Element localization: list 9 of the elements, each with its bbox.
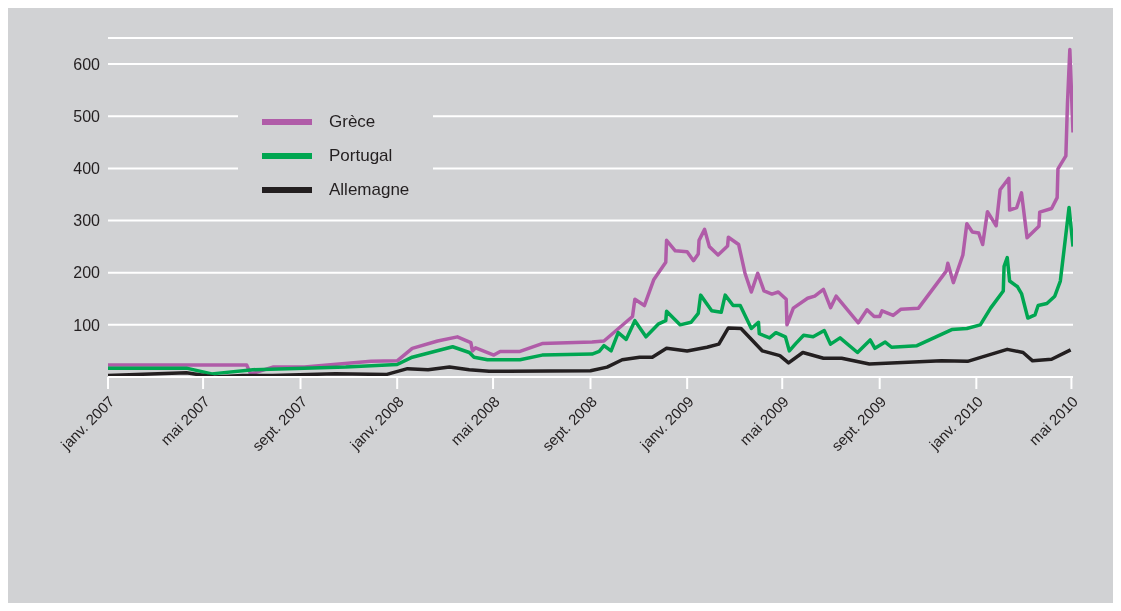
y-tick-label: 100 xyxy=(73,316,101,334)
y-tick-label: 200 xyxy=(73,264,101,282)
legend-label: Portugal xyxy=(329,146,393,166)
y-tick-label: 600 xyxy=(73,55,101,73)
y-tick-label: 400 xyxy=(73,160,101,178)
legend-label: Allemagne xyxy=(329,180,410,200)
y-tick-label: 500 xyxy=(73,107,101,125)
y-tick-label: 300 xyxy=(73,212,101,230)
legend-label: Grèce xyxy=(329,112,376,132)
